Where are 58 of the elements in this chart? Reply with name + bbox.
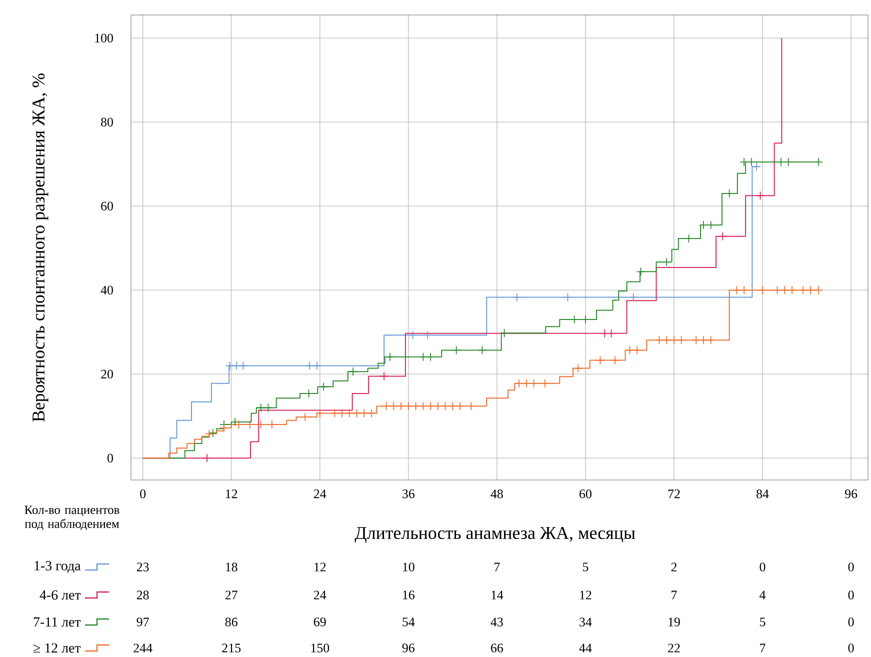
text: 7 xyxy=(760,644,766,652)
x-axis-title: Длительность анамнеза ЖА, месяцы xyxy=(354,527,636,543)
legend-label: 1-3 года xyxy=(34,561,81,573)
y-tick-label: 80 xyxy=(101,118,113,126)
text: 54 xyxy=(402,618,415,626)
text: 23 xyxy=(136,562,149,572)
text: 0 xyxy=(848,618,854,626)
text: 19 xyxy=(668,618,680,626)
text: 12 xyxy=(580,590,592,600)
y-axis-title: Вероятность спонтанного разрешения ЖА, % xyxy=(32,73,48,422)
text: 7 xyxy=(672,590,677,600)
legend-label: ≥ 12 лет xyxy=(34,643,81,653)
text: 0 xyxy=(848,590,854,600)
text: 14 xyxy=(492,590,504,600)
x-tick-label: 36 xyxy=(402,490,414,498)
y-tick-label: 100 xyxy=(95,34,113,42)
text: 16 xyxy=(403,590,414,600)
legend-label: 7-11 лет xyxy=(34,617,81,627)
x-tick-label: 24 xyxy=(314,490,326,498)
text: 244 xyxy=(134,644,152,652)
text: 34 xyxy=(580,618,592,626)
text: 43 xyxy=(490,618,503,626)
text: 22 xyxy=(668,644,680,652)
text: 12 xyxy=(314,562,326,572)
text: 0 xyxy=(848,562,854,572)
text: 24 xyxy=(314,590,326,600)
x-tick-label: 96 xyxy=(844,490,858,498)
x-tick-label: 84 xyxy=(756,490,769,498)
text: 44 xyxy=(579,644,592,652)
text: 2 xyxy=(671,562,677,572)
text: 215 xyxy=(222,644,241,652)
text: 27 xyxy=(225,590,238,600)
text: 4 xyxy=(760,590,766,600)
legend-label: 4-6 лет xyxy=(40,590,81,600)
text: 0 xyxy=(760,562,766,572)
text: 10 xyxy=(403,562,414,572)
text: 28 xyxy=(136,590,149,600)
x-tick-label: 60 xyxy=(580,490,592,498)
text: 86 xyxy=(225,618,238,626)
text: 69 xyxy=(314,618,326,626)
text: 0 xyxy=(848,644,854,652)
text: 66 xyxy=(491,644,504,652)
text: 150 xyxy=(311,644,330,652)
text: 5 xyxy=(760,618,766,626)
text: 18 xyxy=(226,562,238,572)
x-tick-label: 0 xyxy=(140,490,146,498)
y-tick-label: 0 xyxy=(108,454,113,463)
text: 97 xyxy=(136,618,149,626)
x-tick-label: 48 xyxy=(490,490,503,498)
text: 7 xyxy=(494,562,500,572)
x-tick-label: 12 xyxy=(226,490,238,498)
text: Кол-во пациентов под наблюдением xyxy=(24,506,120,530)
y-tick-label: 20 xyxy=(101,370,113,379)
x-tick-label: 72 xyxy=(668,490,680,498)
y-tick-label: 60 xyxy=(101,202,113,210)
y-tick-label: 40 xyxy=(100,286,113,294)
text: 5 xyxy=(582,562,588,572)
text: 96 xyxy=(402,644,414,652)
